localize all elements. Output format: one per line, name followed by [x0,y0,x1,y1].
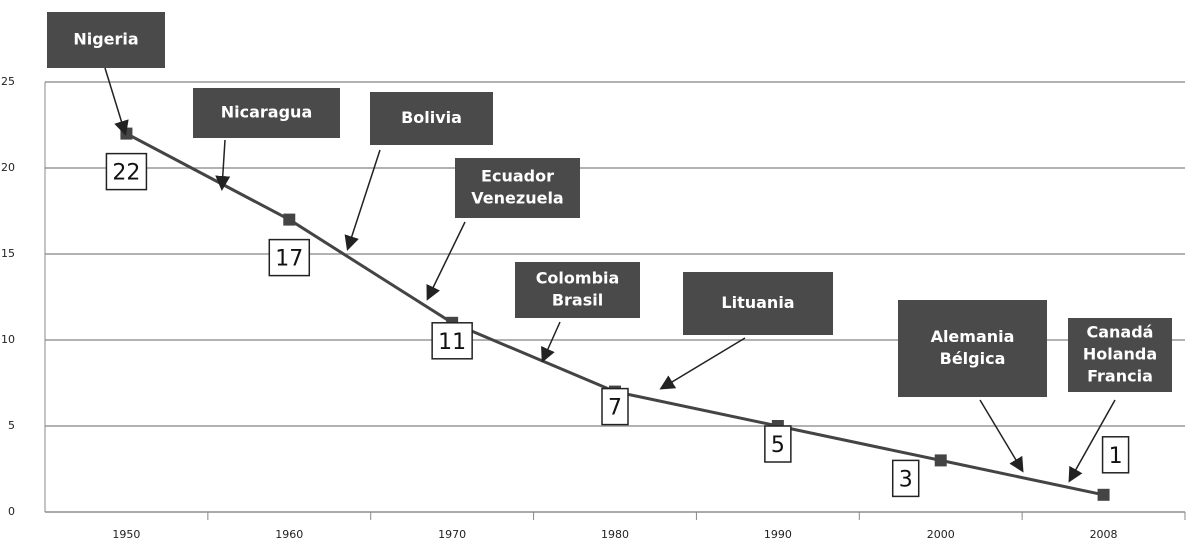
value-label-box [764,425,792,463]
annotation: Lituania [721,293,794,312]
value-label: 5 [771,433,785,458]
annotation: Bélgica [940,349,1006,368]
annotation-arrow [344,149,381,251]
annotation: Canadá [1087,323,1154,342]
annotation: Venezuela [471,189,563,208]
value-label: 3 [899,467,913,492]
value-label: 7 [608,396,622,421]
annotation-box [683,272,833,335]
annotation-box [898,300,1047,397]
annotation-arrow [1068,399,1116,483]
x-tick-label: 2000 [927,528,955,541]
marker [120,127,133,140]
annotation-box [370,92,493,145]
annotation-box [455,158,580,218]
value-label-box [1101,436,1130,474]
y-tick-label: 20 [1,161,15,174]
annotation: Bolivia [401,108,462,127]
y-tick-label: 10 [1,333,15,346]
value-label: 11 [438,330,466,355]
annotation-box [515,262,640,318]
value-label-box [105,152,148,191]
x-tick-label: 1990 [764,528,792,541]
annotation: Alemania [931,327,1015,346]
value-label-box [431,322,473,360]
annotation: Brasil [552,291,603,310]
annotation-arrow [215,139,231,191]
x-tick-label: 2008 [1090,528,1118,541]
annotation: Nigeria [73,30,138,49]
annotation-box [1068,318,1172,392]
marker [1097,488,1110,501]
annotation-arrow [104,67,129,136]
value-label-box [268,238,311,277]
annotation-arrow [541,321,561,363]
y-tick-label: 5 [8,419,15,432]
annotation-arrow [426,221,466,301]
y-tick-label: 0 [8,505,15,518]
x-tick-label: 1970 [438,528,466,541]
annotation-box [47,12,165,68]
marker [934,454,947,467]
annotation-arrow [659,337,746,390]
value-label-box [601,387,629,426]
marker [283,213,296,226]
x-tick-label: 1960 [275,528,303,541]
annotation-box [193,88,340,138]
annotation: Holanda [1083,345,1157,364]
value-label: 17 [275,247,303,272]
value-label-box [891,459,920,498]
y-tick-label: 15 [1,247,15,260]
value-label: 1 [1109,444,1123,469]
x-tick-label: 1950 [112,528,140,541]
value-label: 22 [112,161,140,186]
y-tick-label: 25 [1,75,15,88]
annotation-arrow [979,399,1024,473]
annotation: Francia [1087,367,1153,386]
annotation: Nicaragua [221,103,312,122]
annotation: Colombia [536,269,620,288]
x-tick-label: 1980 [601,528,629,541]
annotation: Ecuador [481,167,554,186]
